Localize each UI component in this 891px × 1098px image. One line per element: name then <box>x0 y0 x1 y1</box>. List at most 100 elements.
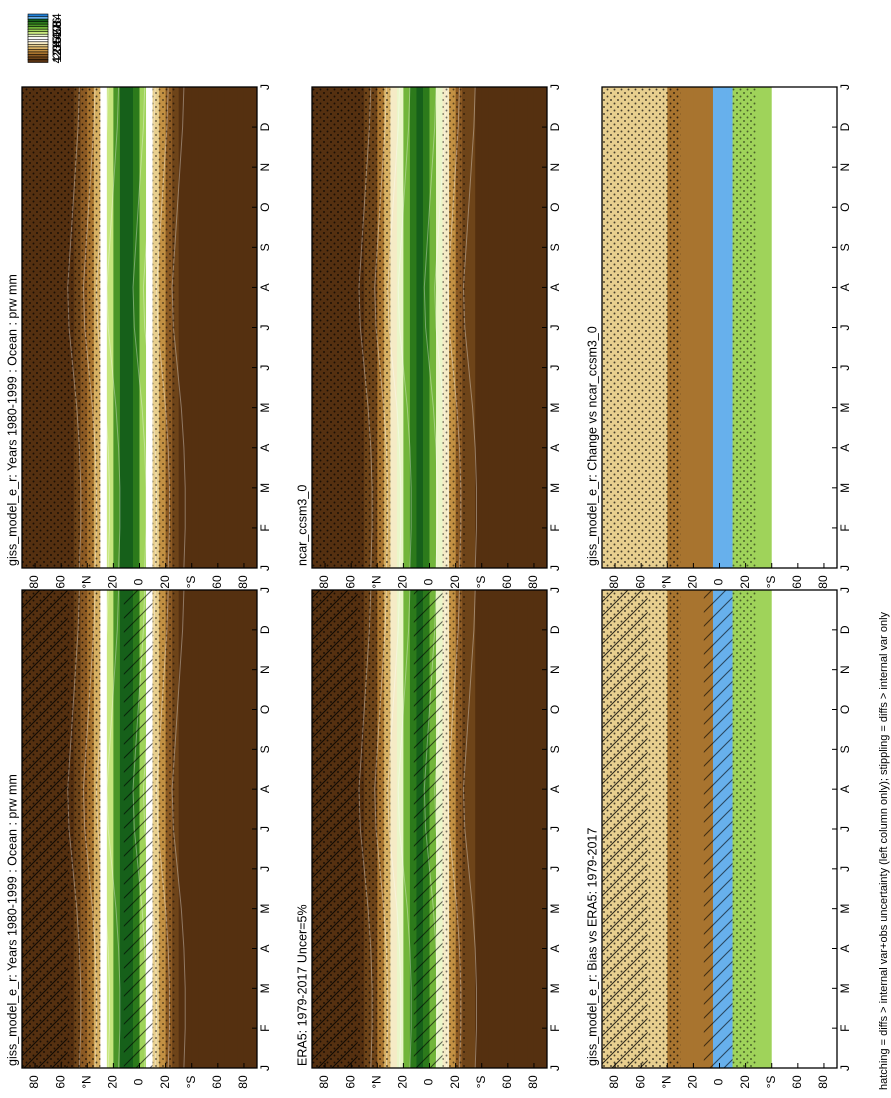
heat-band <box>468 590 476 1068</box>
heat-band <box>224 87 232 568</box>
heat-band <box>784 87 792 568</box>
lat-tick-label: °N <box>659 575 673 588</box>
heat-band <box>185 87 193 568</box>
lat-tick-label: 60 <box>210 1075 224 1089</box>
month-tick-label: J <box>258 587 272 593</box>
month-tick-label: N <box>258 665 272 674</box>
month-tick-label: J <box>548 84 562 90</box>
stipple-overlay <box>22 87 101 568</box>
lat-tick-label: 80 <box>236 575 250 589</box>
heat-band <box>804 590 812 1068</box>
colorbar-label: 36 <box>50 37 64 51</box>
month-tick-label: M <box>838 403 852 413</box>
month-tick-label: A <box>548 283 562 291</box>
lat-tick-label: 0 <box>422 1078 436 1085</box>
month-tick-label: D <box>838 625 852 634</box>
heat-band <box>429 87 437 568</box>
month-tick-label: M <box>548 983 562 993</box>
heat-band <box>520 590 528 1068</box>
heat-band <box>494 87 502 568</box>
stipple-overlay <box>152 590 177 1068</box>
heat-band <box>390 590 398 1068</box>
month-tick-label: D <box>838 122 852 131</box>
heat-band <box>527 590 535 1068</box>
contour-line <box>106 86 121 569</box>
month-tick-label: J <box>838 565 852 571</box>
month-tick-label: S <box>548 243 562 251</box>
month-tick-label: S <box>258 745 272 753</box>
colorbar-label: 68 <box>50 21 64 35</box>
heat-band <box>237 590 245 1068</box>
heat-band <box>106 87 114 568</box>
month-tick-label: A <box>258 785 272 793</box>
heat-band <box>243 87 251 568</box>
month-tick-label: O <box>838 203 852 212</box>
lat-tick-label: 0 <box>712 1078 726 1085</box>
heat-band <box>211 87 219 568</box>
month-tick-label: M <box>548 483 562 493</box>
heat-band <box>422 87 430 568</box>
lat-tick-label: 60 <box>633 575 647 589</box>
month-tick-label: A <box>548 785 562 793</box>
heat-band <box>494 590 502 1068</box>
lat-tick-label: °N <box>369 1075 383 1088</box>
heat-band <box>106 590 114 1068</box>
month-tick-label: M <box>838 983 852 993</box>
heat-band <box>686 87 694 568</box>
month-tick-label: D <box>258 625 272 634</box>
heat-band <box>146 87 154 568</box>
heat-band <box>686 590 694 1068</box>
month-tick-label: J <box>838 1065 852 1071</box>
heat-band <box>409 590 417 1068</box>
lat-tick-label: 60 <box>53 575 67 589</box>
lat-tick-label: 80 <box>526 575 540 589</box>
heat-band <box>765 590 773 1068</box>
heat-band <box>520 87 528 568</box>
month-tick-label: J <box>258 1065 272 1071</box>
lat-tick-label: 20 <box>448 1075 462 1089</box>
month-tick-label: A <box>258 944 272 952</box>
panel-title: giss_model_e_r: Years 1980-1999 : Ocean … <box>5 774 19 1066</box>
lat-tick-label: 60 <box>53 1075 67 1089</box>
lat-tick-label: 80 <box>816 1075 830 1089</box>
lat-tick-label: 20 <box>106 1075 120 1089</box>
month-tick-label: J <box>258 365 272 371</box>
lat-tick-label: 80 <box>27 575 41 589</box>
month-tick-label: J <box>548 325 562 331</box>
stipple-overlay <box>602 87 681 568</box>
heat-band <box>396 87 404 568</box>
heat-band <box>706 87 714 568</box>
heat-band <box>409 87 417 568</box>
heat-band <box>797 590 805 1068</box>
lat-tick-label: 80 <box>607 575 621 589</box>
heat-band <box>390 87 398 568</box>
heat-band <box>204 590 212 1068</box>
lat-tick-label: 60 <box>633 1075 647 1089</box>
heat-band <box>533 590 541 1068</box>
lat-tick-label: 20 <box>158 1075 172 1089</box>
heat-band <box>185 590 193 1068</box>
footnote: hatching = diffs > internal var+obs unce… <box>878 611 890 1090</box>
heat-band <box>230 590 238 1068</box>
heat-band <box>468 87 476 568</box>
heat-band <box>436 87 444 568</box>
heat-band <box>126 87 134 568</box>
lat-tick-label: °S <box>474 576 488 589</box>
heat-band <box>224 590 232 1068</box>
colorbar-label: 60 <box>50 25 64 39</box>
month-tick-label: J <box>838 84 852 90</box>
heat-band <box>119 590 127 1068</box>
month-tick-label: F <box>548 524 562 531</box>
lat-tick-label: 0 <box>712 578 726 585</box>
lat-tick-label: 20 <box>396 1075 410 1089</box>
month-tick-label: J <box>548 565 562 571</box>
heat-band <box>693 87 701 568</box>
lat-tick-label: °S <box>474 1076 488 1089</box>
panel-title: giss_model_e_r: Years 1980-1999 : Ocean … <box>5 274 19 566</box>
heat-band <box>198 87 206 568</box>
lat-tick-label: °N <box>659 1075 673 1088</box>
panel-model_clim_right: J F M A M J J A S O N D J 80 60 °N 20 0 20 °S 60 80 giss_model… <box>5 84 272 589</box>
month-tick-label: A <box>258 444 272 452</box>
